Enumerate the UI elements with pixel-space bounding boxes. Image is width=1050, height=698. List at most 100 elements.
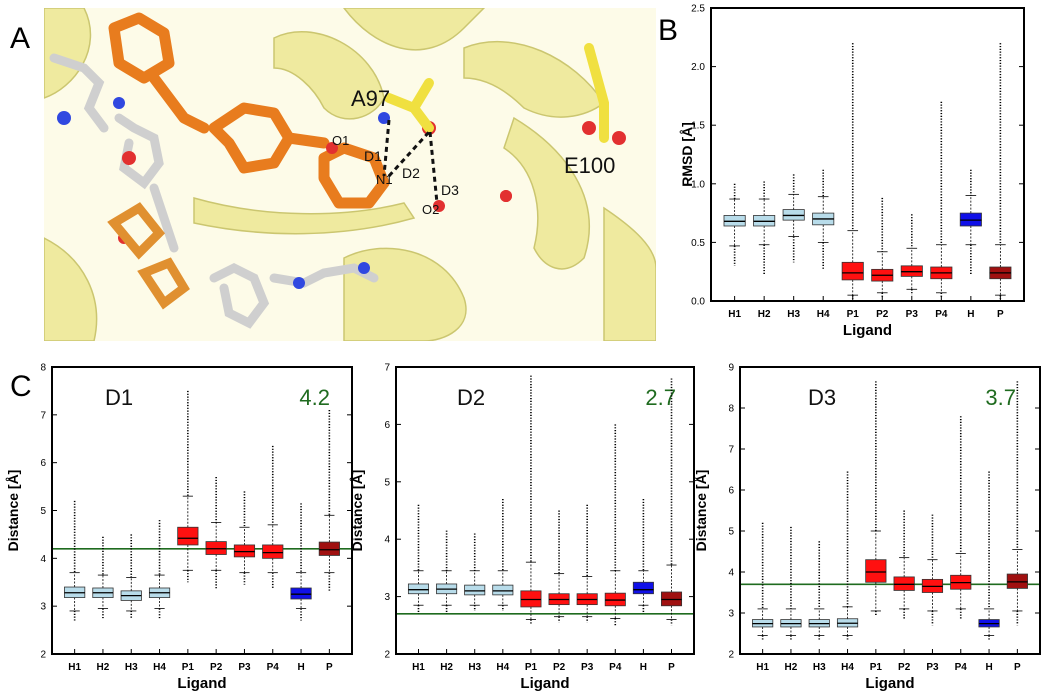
- label-o1: O1: [332, 133, 349, 148]
- box-p3: [233, 544, 256, 558]
- box-p: [660, 591, 683, 607]
- box-p4: [950, 574, 972, 590]
- box-h4: [836, 618, 859, 628]
- chart-d1: 2 3 4 5 6 7 8 4.2 D1 H1 H2 H3 H4 P1 P2 P3 P4 H P Ligand Dist…: [5, 363, 353, 692]
- box-p: [989, 266, 1012, 280]
- x-tick-label: H4: [153, 662, 166, 673]
- x-tick-label: H1: [412, 662, 425, 673]
- y-tick-label: 3: [728, 609, 734, 620]
- x-tick-label: P4: [955, 662, 968, 673]
- box-p3: [576, 593, 598, 606]
- y-tick-label: 7: [384, 363, 390, 374]
- panel-label-c: C: [10, 370, 32, 403]
- y-tick-label: 3: [384, 592, 390, 603]
- box-h4: [148, 587, 171, 598]
- box-h: [290, 587, 312, 600]
- x-tick-label: H: [967, 309, 974, 320]
- y-axis-label: Distance [Å]: [693, 470, 709, 552]
- box-p1: [841, 261, 864, 281]
- box-h: [632, 581, 654, 595]
- y-tick-label: 5: [384, 477, 390, 488]
- x-tick-label: P2: [553, 662, 566, 673]
- x-tick-label: H1: [68, 662, 81, 673]
- box-h2: [753, 215, 776, 227]
- y-tick-label: 2: [728, 650, 734, 661]
- y-axis-label: Distance [Å]: [5, 470, 21, 552]
- box-p4: [604, 592, 626, 607]
- box-h3: [464, 584, 486, 596]
- x-tick-label: P1: [182, 662, 195, 673]
- y-tick-label: 0.0: [691, 297, 705, 308]
- chart-d3: 2 3 4 5 6 7 8 9 3.7 D3 H1 H2 H3 H4 P1 P2 P3 P4 H P Ligand Dis…: [693, 363, 1041, 692]
- label-d3: D3: [441, 182, 459, 198]
- box-h3: [808, 619, 830, 628]
- residue-sticks: [384, 43, 609, 143]
- panel-label-a: A: [10, 22, 31, 55]
- y-tick-label: 2.0: [691, 62, 705, 73]
- label-a97: A97: [351, 86, 390, 111]
- chart-rmsd: 0.0 0.5 1.0 1.5 2.0 2.5 H1 H2 H3 H4 P1 P2 P3 P4 H P Liga…: [679, 4, 1025, 339]
- box-h4: [812, 212, 835, 226]
- y-tick-label: 9: [728, 363, 734, 374]
- x-tick-label: H1: [728, 309, 741, 320]
- x-tick-label: H4: [817, 309, 830, 320]
- x-axis-label: Ligand: [865, 675, 914, 692]
- box-h2: [436, 583, 458, 595]
- y-axis-label: Distance [Å]: [349, 470, 365, 552]
- x-tick-label: H2: [785, 662, 798, 673]
- x-tick-label: P2: [898, 662, 911, 673]
- x-tick-label: H3: [468, 662, 481, 673]
- x-tick-label: P4: [267, 662, 280, 673]
- molecular-structure-image: A97 E100 O1 N1 O2 D1 D2 D3: [44, 8, 656, 341]
- x-tick-label: P3: [238, 662, 251, 673]
- x-tick-label: P4: [935, 309, 948, 320]
- y-tick-label: 8: [728, 404, 734, 415]
- protein-ribbons: [44, 8, 656, 341]
- x-tick-label: P3: [926, 662, 939, 673]
- x-tick-label: P2: [210, 662, 223, 673]
- chart-title: D3: [808, 385, 836, 410]
- x-tick-label: P: [668, 662, 675, 673]
- x-tick-label: P1: [525, 662, 538, 673]
- label-o2: O2: [422, 202, 439, 217]
- chart-d2: 2 3 4 5 6 7 2.7 D2 H1 H2 H3 H4 P1 P2 P3 P4 H P Ligand Dista…: [349, 363, 695, 692]
- nitrogen-atoms: [57, 97, 390, 289]
- box-p2: [871, 268, 894, 282]
- y-tick-label: 4: [728, 568, 734, 579]
- y-tick-label: 6: [384, 420, 390, 431]
- box-p1: [865, 559, 887, 583]
- x-tick-label: H1: [756, 662, 769, 673]
- y-tick-label: 2.5: [691, 4, 705, 15]
- plot-frame: [710, 7, 1025, 302]
- x-tick-label: P1: [847, 309, 860, 320]
- plot-frame: [395, 366, 695, 655]
- y-tick-label: 5: [40, 506, 46, 517]
- reference-label: 2.7: [645, 385, 676, 410]
- y-tick-label: 7: [40, 410, 46, 421]
- y-tick-label: 5: [728, 527, 734, 538]
- box-h: [978, 619, 1000, 628]
- y-tick-label: 1.0: [691, 179, 705, 190]
- box-p: [318, 541, 340, 556]
- box-h3: [782, 209, 805, 221]
- x-axis-label: Ligand: [177, 675, 226, 692]
- plot-frame: [51, 366, 353, 655]
- box-p4: [930, 266, 953, 280]
- y-tick-label: 4: [40, 554, 46, 565]
- box-h1: [407, 583, 430, 595]
- distance-lines: [382, 119, 439, 204]
- x-tick-label: H2: [440, 662, 453, 673]
- y-axis-label: RMSD [Å]: [679, 122, 695, 187]
- panel-label-b: B: [658, 14, 679, 47]
- y-tick-label: 7: [728, 445, 734, 456]
- x-tick-label: P2: [876, 309, 889, 320]
- box-p2: [548, 593, 570, 606]
- water-molecule: [500, 190, 512, 202]
- x-tick-label: H: [985, 662, 992, 673]
- x-axis-label: Ligand: [520, 675, 569, 692]
- box-p1: [520, 590, 542, 608]
- x-tick-label: P3: [581, 662, 594, 673]
- label-e100: E100: [564, 153, 615, 178]
- y-tick-label: 3: [40, 602, 46, 613]
- box-p2: [205, 541, 227, 555]
